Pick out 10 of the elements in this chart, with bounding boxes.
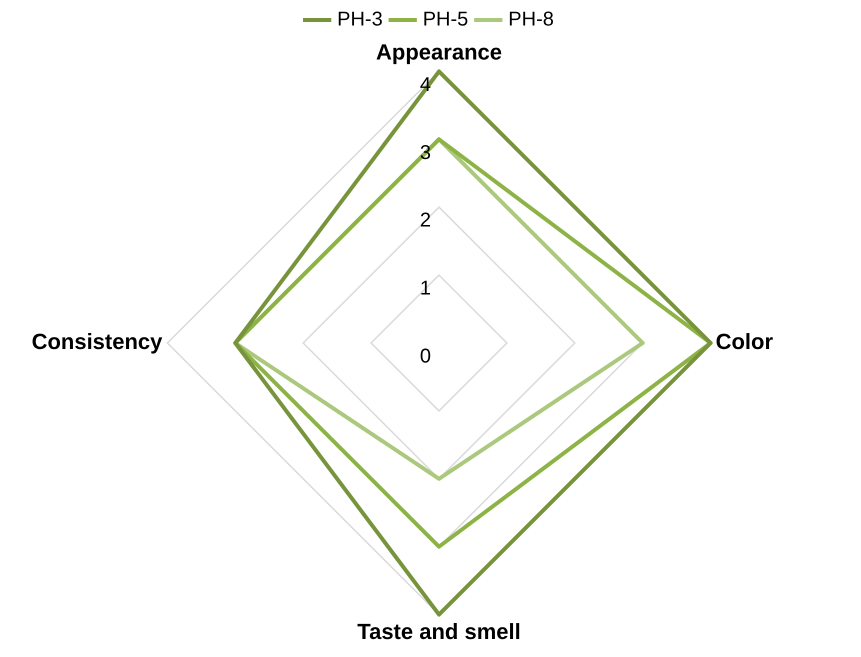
y-tick-label: 2 bbox=[420, 210, 431, 232]
y-tick-label: 1 bbox=[420, 278, 431, 300]
spoke-label: Consistency bbox=[32, 329, 164, 354]
legend-label: PH-3 bbox=[337, 8, 383, 31]
legend-label: PH-5 bbox=[422, 8, 468, 31]
legend-label: PH-8 bbox=[508, 8, 554, 31]
spoke-label: Appearance bbox=[376, 39, 502, 64]
y-tick-label: 0 bbox=[420, 346, 431, 368]
spoke-label: Taste and smell bbox=[357, 618, 521, 644]
spoke-label: Color bbox=[716, 329, 774, 354]
